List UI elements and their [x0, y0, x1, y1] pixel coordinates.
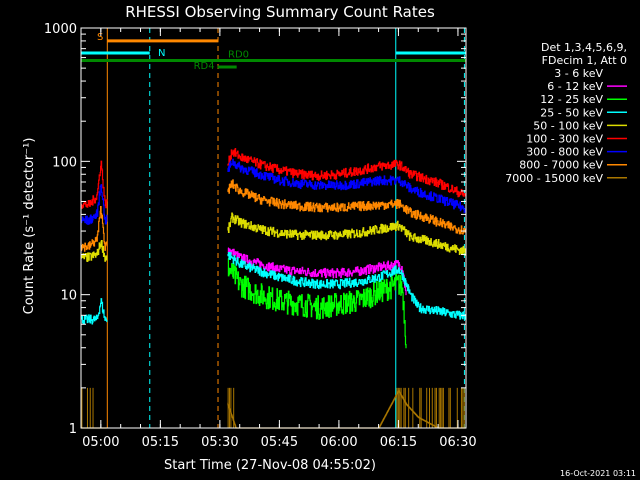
legend-label: 25 - 50 keV — [540, 106, 603, 119]
series-line — [227, 247, 407, 296]
legend-label: 100 - 300 keV — [526, 133, 603, 146]
plot-frame — [80, 27, 467, 429]
series-line — [227, 148, 467, 198]
series-group — [80, 212, 467, 262]
y-tick-label: 100 — [52, 155, 77, 170]
series-line — [227, 252, 467, 320]
series-line — [227, 179, 467, 235]
flag-label: RD4 — [194, 61, 215, 72]
chart-title: RHESSI Observing Summary Count Rates — [125, 3, 435, 21]
series-group — [80, 179, 467, 252]
series-group — [227, 258, 407, 349]
x-tick-label: 05:45 — [261, 435, 298, 450]
series-line — [80, 206, 108, 252]
flag-bars: S N RD0 RD4 — [81, 32, 466, 72]
series-line — [80, 184, 108, 225]
series-line — [227, 212, 467, 256]
legend-label: 6 - 12 keV — [547, 80, 603, 93]
x-tick-label: 06:30 — [439, 435, 476, 450]
x-tick-label: 05:15 — [142, 435, 179, 450]
series-group — [80, 252, 467, 325]
y-axis-label: Count Rate (s⁻¹ detector⁻¹) — [22, 138, 37, 315]
legend-label: 800 - 7000 keV — [519, 159, 603, 172]
x-tick-label: 06:00 — [320, 435, 357, 450]
series-line — [80, 298, 108, 325]
legend: Det 1,3,4,5,6,9, FDecim 1, Att 0 3 - 6 k… — [505, 41, 627, 185]
legend-header-line-1: Det 1,3,4,5,6,9, — [541, 41, 627, 54]
flag-label: S — [97, 32, 103, 43]
series-group — [80, 158, 467, 225]
x-tick-label: 05:00 — [82, 435, 119, 450]
series-line — [80, 240, 108, 262]
series-line — [227, 258, 407, 349]
x-tick-label: 06:15 — [380, 435, 417, 450]
axis-ticks: 05:00 05:15 05:30 05:45 06:00 06:15 06:30 1 10 10… — [44, 22, 477, 450]
series-group — [80, 148, 467, 209]
x-axis-label: Start Time (27-Nov-08 04:55:02) — [164, 458, 376, 473]
legend-header-line-2: FDecim 1, Att 0 — [542, 54, 627, 67]
footer-date: 16-Oct-2021 03:11 — [560, 469, 636, 478]
flag-label: N — [158, 48, 165, 59]
legend-label: 300 - 800 keV — [526, 146, 603, 159]
series-line — [227, 158, 467, 214]
series-group — [227, 247, 407, 296]
legend-label: 3 - 6 keV — [554, 67, 603, 80]
legend-label: 50 - 100 keV — [533, 119, 603, 132]
y-tick-label: 1000 — [44, 22, 77, 37]
x-tick-label: 05:30 — [201, 435, 238, 450]
y-tick-label: 10 — [60, 289, 77, 304]
series-line — [80, 160, 108, 209]
legend-label: 12 - 25 keV — [540, 93, 603, 106]
flag-label: RD0 — [228, 50, 249, 61]
y-tick-label: 1 — [69, 422, 77, 437]
legend-label: 7000 - 15000 keV — [505, 172, 603, 185]
